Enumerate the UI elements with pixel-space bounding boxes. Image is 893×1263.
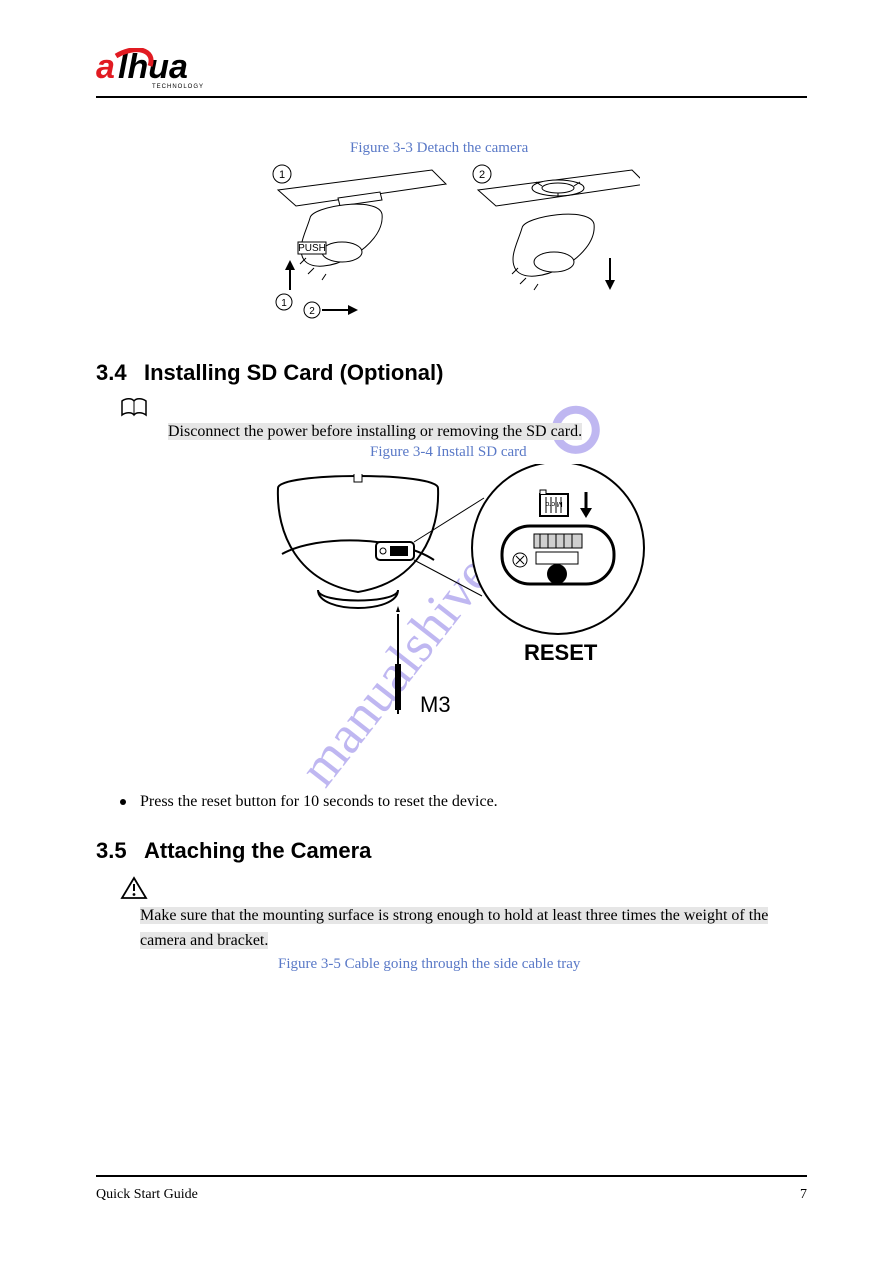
footer-rule: [96, 1175, 807, 1177]
section-3-5-title: Attaching the Camera: [144, 838, 371, 864]
callout-icon: Micro: [414, 464, 644, 634]
arrow-up-icon: [285, 260, 295, 290]
sd-slot-icon: [390, 546, 408, 556]
logo-subtext: TECHNOLOGY: [152, 84, 204, 90]
fig-3-3-label: Figure 3-3 Detach the camera: [350, 140, 528, 157]
camera-body-2: [512, 214, 594, 290]
fig-3-5-label: Figure 3-5 Cable going through the side …: [278, 956, 580, 973]
header: a lhua TECHNOLOGY: [96, 48, 807, 98]
circled-number-2: 2: [479, 169, 485, 181]
caution-text: Make sure that the mounting surface is s…: [140, 907, 768, 949]
bullet-text: Press the reset button for 10 seconds to…: [140, 793, 498, 810]
logo-black-lhua: lhua: [118, 48, 188, 86]
subcircle-2: 2: [309, 306, 315, 317]
caution-icon: [120, 876, 148, 905]
footer-page-number: 7: [800, 1187, 807, 1203]
reset-button-icon: [547, 564, 567, 584]
reset-label: RESET: [524, 640, 597, 666]
m3-label: M3: [420, 692, 451, 718]
section-3-4-bullet: Press the reset button for 10 seconds to…: [120, 790, 793, 815]
section-3-5-number: 3.5: [96, 838, 127, 864]
camera-body-1: PUSH: [298, 204, 382, 280]
fig-3-3-panel-1: 1 PUSH: [273, 165, 446, 318]
camera-side-icon: [278, 474, 438, 714]
bullet-dot-icon: [120, 799, 126, 805]
push-label: PUSH: [298, 243, 326, 254]
page: manualshive.com a lhua TECHNOLOGY Figure…: [0, 0, 893, 1263]
section-3-4-note: Disconnect the power before installing o…: [168, 420, 773, 445]
fig-3-4: Micro RESET M3: [248, 464, 668, 784]
fig-3-4-label: Figure 3-4 Install SD card: [370, 444, 527, 461]
sd-card-icon: Micro: [540, 490, 568, 516]
section-3-4-number: 3.4: [96, 360, 127, 386]
circled-number-1: 1: [279, 169, 285, 181]
arrow-down-icon: [605, 258, 615, 290]
note-icon: [120, 398, 148, 423]
screwdriver-handle-icon: [395, 664, 401, 710]
section-3-5-caution: Make sure that the mounting surface is s…: [140, 904, 793, 954]
mount-ring-inner-icon: [542, 183, 574, 193]
micro-label: Micro: [545, 500, 562, 507]
footer-left: Quick Start Guide: [96, 1187, 198, 1203]
fig-3-3: 1 PUSH: [260, 162, 640, 332]
note-text: Disconnect the power before installing o…: [168, 423, 582, 440]
brand-logo: a lhua TECHNOLOGY: [96, 48, 228, 95]
subcircle-1: 1: [281, 298, 287, 309]
logo-red-a: a: [96, 48, 115, 86]
arrow-right-icon: [322, 305, 358, 315]
fig-3-3-panel-2: 2: [473, 165, 640, 290]
header-rule: [96, 96, 807, 98]
sd-slot-large-icon: [534, 534, 582, 548]
section-3-4-title: Installing SD Card (Optional): [144, 360, 443, 386]
